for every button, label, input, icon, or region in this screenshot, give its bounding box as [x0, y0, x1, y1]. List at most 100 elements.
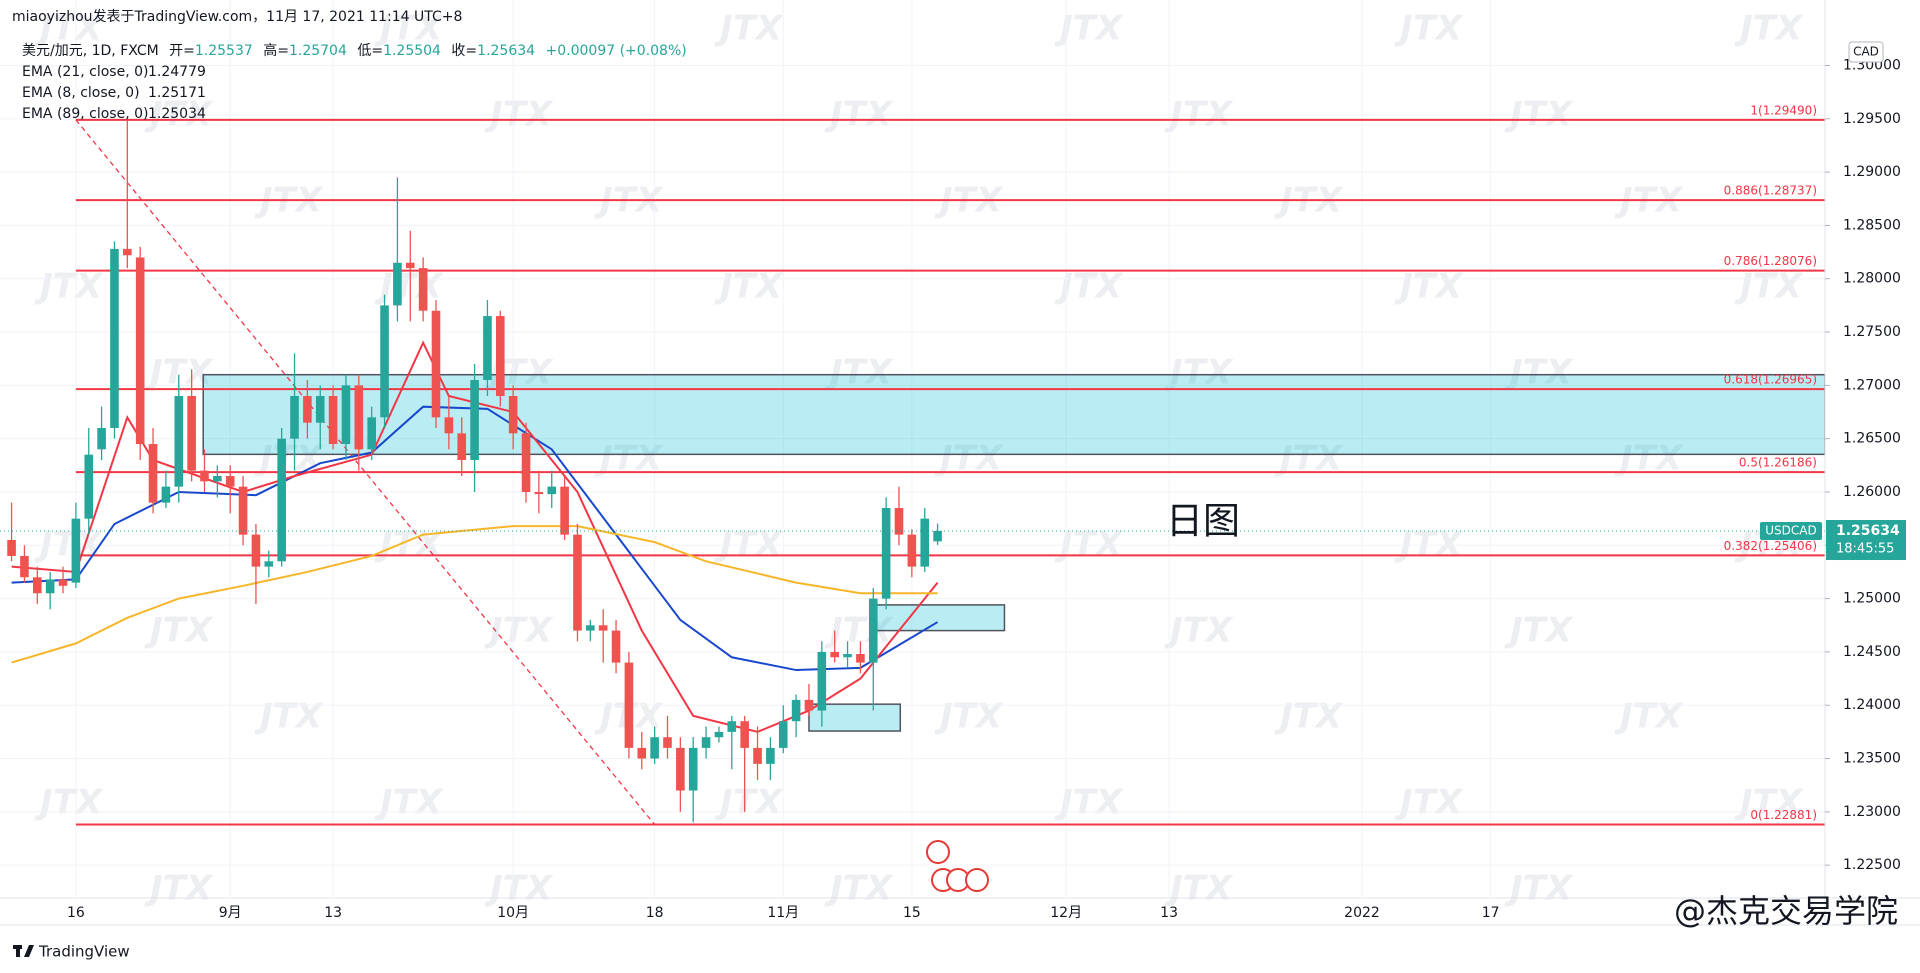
candle-body — [277, 438, 286, 562]
event-ca[interactable] — [926, 840, 950, 864]
event-us[interactable] — [965, 868, 989, 892]
close-label: 收= — [451, 43, 477, 59]
candle-body — [187, 396, 196, 471]
candle-body — [444, 417, 454, 434]
fib-label: 0.618(1.26965) — [1724, 373, 1817, 387]
plot-area: 1(1.29490) 0.886(1.28737) 0.786(1.28076) 0.… — [0, 103, 1825, 826]
x-tick-label: 18 — [646, 905, 664, 921]
fib-label: 0.5(1.26186) — [1739, 456, 1817, 470]
candle-body — [753, 747, 762, 764]
watermarks: JTX JTX JTX JTX JTX JTX JTX JTX JTX JTX JTX JTX JTX J… — [34, 9, 1804, 909]
candle-body — [727, 721, 737, 732]
watermark: JTX — [824, 95, 894, 135]
watermark: JTX — [1394, 525, 1464, 565]
candle-body — [894, 507, 904, 535]
currency-box[interactable] — [1848, 41, 1884, 63]
x-tick-label: 13 — [324, 905, 342, 921]
x-tick-label: 13 — [1160, 905, 1178, 921]
candle-body — [817, 651, 827, 711]
candle-body — [354, 385, 364, 450]
zone — [202, 373, 1825, 456]
close-value: 1.25634 — [477, 43, 535, 59]
candle-body — [843, 654, 852, 658]
candle-body — [58, 579, 68, 586]
candle-body — [933, 531, 942, 542]
watermark: JTX — [824, 869, 894, 909]
candle-body — [611, 630, 621, 663]
y-tick-label: 1.26000 — [1843, 484, 1901, 500]
candle-body — [676, 747, 685, 791]
candle-body — [200, 470, 209, 482]
fib-label: 0.886(1.28737) — [1724, 184, 1817, 198]
candle-body — [315, 396, 325, 423]
y-tick-label: 1.27000 — [1843, 377, 1901, 393]
candle-body — [856, 654, 865, 663]
x-tick-label: 10月 — [497, 905, 529, 921]
candle-body — [804, 699, 814, 711]
candle-body — [470, 380, 479, 461]
candle-body — [920, 518, 930, 567]
candle-body — [84, 454, 94, 519]
open-value: 1.25537 — [195, 43, 253, 59]
watermark: JTX — [1734, 267, 1804, 307]
ema-legend-name: EMA (21, close, 0) — [22, 64, 148, 80]
watermark: JTX — [1504, 95, 1574, 135]
ema-line — [11, 525, 938, 664]
symbol-legend: 美元/加元, 1D, FXCM 开=1.25537 高=1.25704 低=1.… — [22, 42, 687, 59]
y-tick-label: 1.29500 — [1843, 111, 1901, 127]
candle-body — [174, 396, 184, 487]
candle-body — [637, 747, 647, 759]
watermark: JTX — [374, 9, 444, 49]
candle-body — [45, 579, 55, 594]
candle-body — [251, 534, 261, 567]
fib-label: 0.382(1.25406) — [1724, 539, 1817, 553]
zone — [808, 703, 902, 732]
candle-body — [714, 731, 724, 738]
price-tag-value: 1.25634 — [1836, 523, 1900, 539]
y-tick-label: 1.23500 — [1843, 751, 1901, 767]
watermark: JTX — [934, 697, 1004, 737]
candle-body — [688, 747, 698, 791]
high-value: 1.25704 — [289, 43, 347, 59]
candle-body — [405, 262, 415, 269]
watermark: JTX — [1394, 9, 1464, 49]
y-tick-label: 1.29000 — [1843, 164, 1901, 180]
candle-body — [380, 305, 389, 418]
watermark: JTX — [1274, 697, 1344, 737]
y-tick-label: 1.24500 — [1843, 644, 1901, 660]
candle-body — [573, 534, 582, 631]
low-label: 低= — [357, 43, 383, 59]
x-tick-label: 9月 — [219, 905, 242, 921]
watermark: JTX — [374, 783, 444, 823]
brand: TradingView — [38, 943, 130, 961]
candle-body — [663, 737, 672, 748]
watermark: JTX — [374, 267, 444, 307]
watermark: JTX — [1504, 869, 1574, 909]
candle-body — [560, 486, 569, 535]
fib-label: 1(1.29490) — [1750, 103, 1817, 117]
annotation: 日图 — [1166, 500, 1240, 543]
x-tick-label: 16 — [67, 905, 85, 921]
candle-body — [508, 396, 518, 434]
watermark: JTX — [714, 783, 784, 823]
watermark: JTX — [1164, 95, 1234, 135]
high-label: 高= — [263, 42, 289, 59]
candle-body — [457, 433, 467, 461]
zone — [872, 604, 1006, 632]
watermark: JTX — [1164, 611, 1234, 651]
candle-body — [881, 507, 891, 599]
watermark: JTX — [254, 697, 324, 737]
candle-body — [418, 268, 428, 311]
symbol-tag-label: USDCAD — [1765, 524, 1816, 538]
trendline — [75, 119, 656, 825]
x-tick-label: 11月 — [767, 905, 799, 921]
watermark: JTX — [1054, 783, 1124, 823]
watermark: JTX — [484, 95, 554, 135]
candle-body — [624, 662, 634, 748]
symbol: 美元/加元, 1D, FXCM — [22, 43, 159, 59]
watermark: JTX — [34, 267, 104, 307]
x-tick-label: 17 — [1482, 905, 1500, 921]
candle-body — [586, 625, 595, 631]
ema-legend-value: 1.25171 — [148, 85, 206, 101]
